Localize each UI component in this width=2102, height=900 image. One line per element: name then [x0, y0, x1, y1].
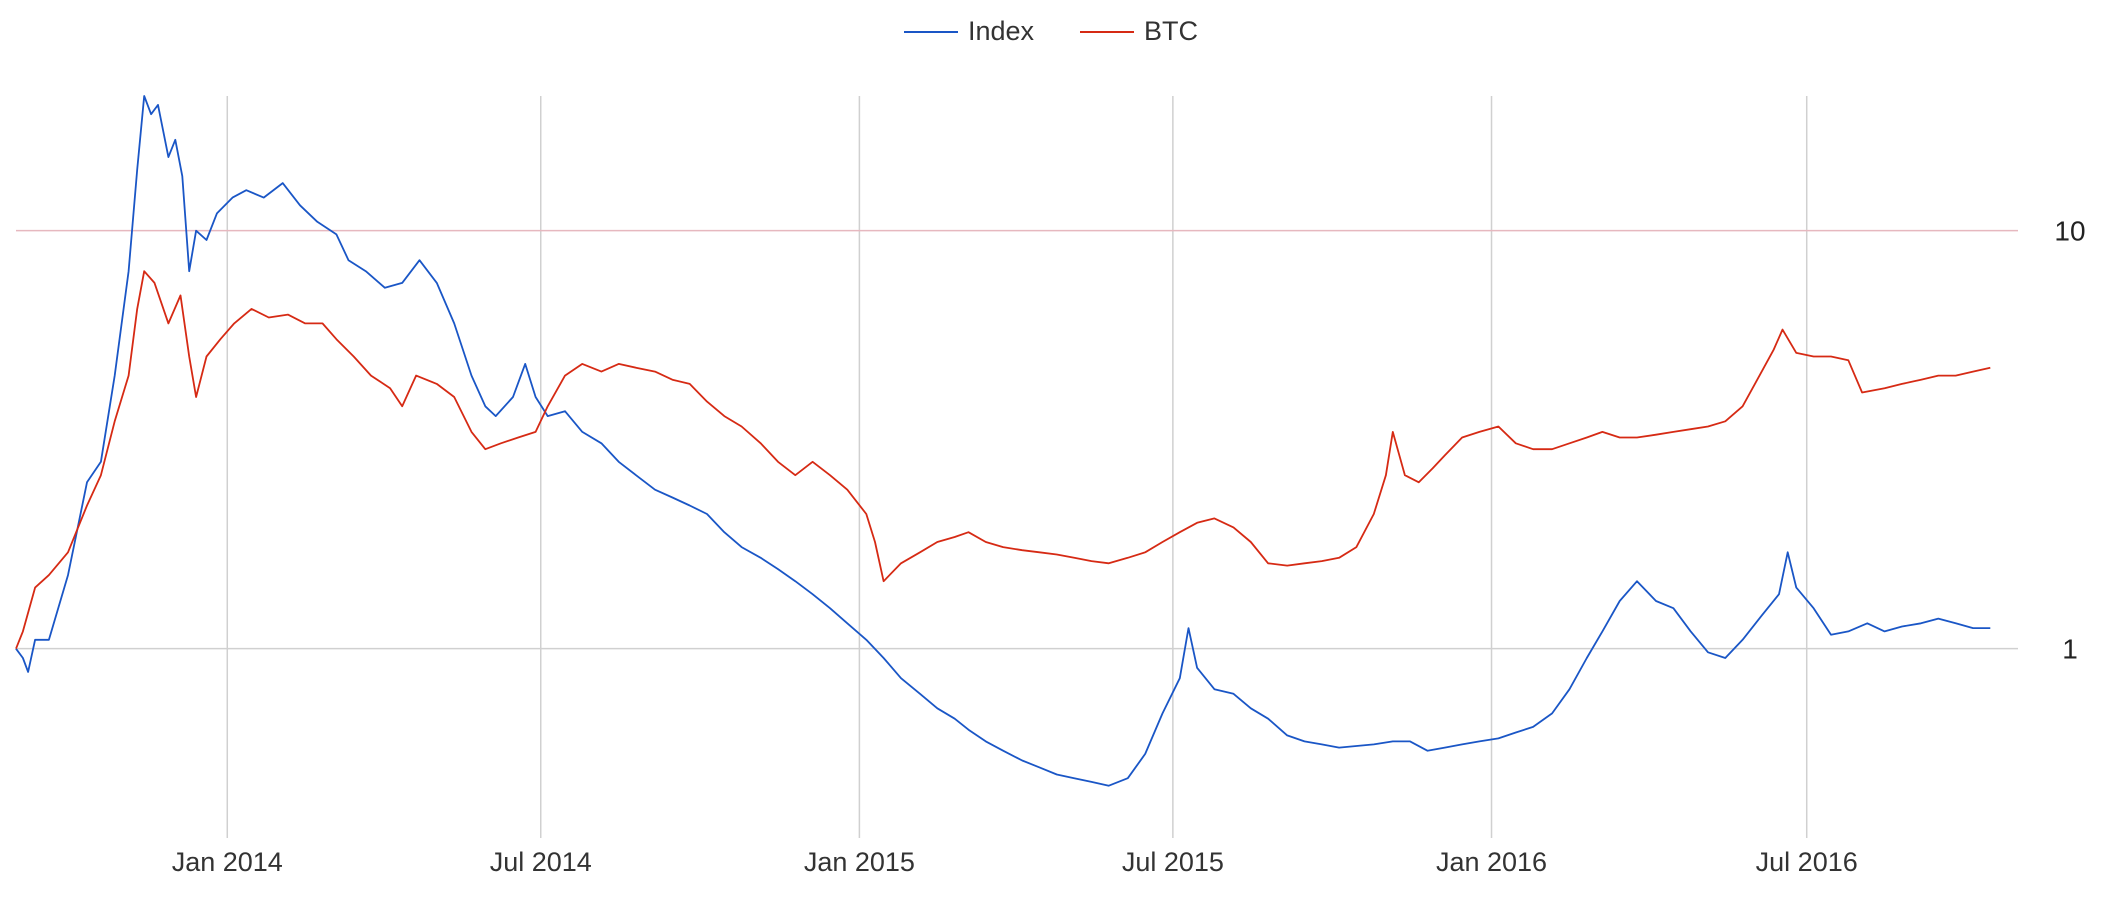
y-tick-label: 10	[2054, 216, 2085, 247]
y-tick-label: 1	[2062, 634, 2078, 665]
x-tick-label: Jan 2016	[1436, 847, 1547, 877]
legend-label-index: Index	[967, 16, 1035, 46]
series-line-btc	[15, 270, 1991, 650]
legend: Index BTC	[0, 16, 2102, 47]
x-tick-label: Jul 2014	[490, 847, 592, 877]
legend-swatch-index	[903, 30, 958, 33]
x-tick-label: Jul 2015	[1122, 847, 1224, 877]
series-layer	[15, 95, 1991, 787]
legend-label-btc: BTC	[1144, 16, 1199, 46]
legend-item-index[interactable]: Index	[903, 16, 1035, 47]
legend-swatch-btc	[1080, 30, 1135, 33]
x-tick-label: Jan 2015	[804, 847, 915, 877]
tick-label-layer: Jan 2014 Jul 2014 Jan 2015 Jul 2015 Jan 2016…	[172, 216, 2086, 877]
x-tick-label: Jan 2014	[172, 847, 283, 877]
series-line-index	[15, 95, 1991, 787]
legend-item-btc[interactable]: BTC	[1080, 16, 1198, 47]
grid-layer	[16, 96, 2018, 838]
x-tick-label: Jul 2016	[1756, 847, 1858, 877]
